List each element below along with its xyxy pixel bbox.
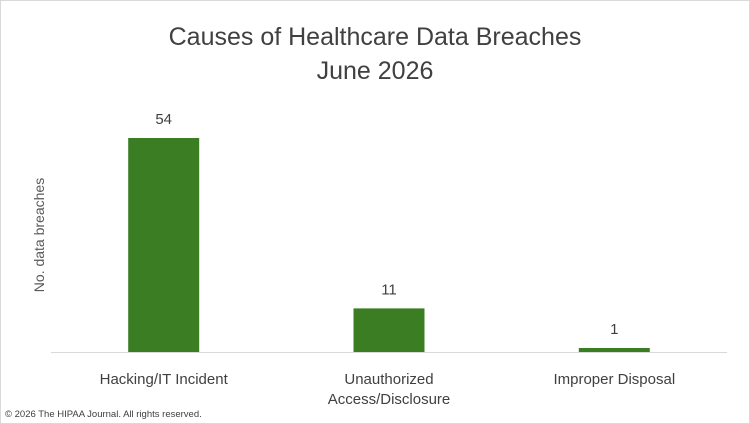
category-labels: Hacking/IT Incident Unauthorized Access/Di… xyxy=(100,371,676,408)
chart-title-line-1: Causes of Healthcare Data Breaches xyxy=(169,23,582,51)
y-axis-label: No. data breaches xyxy=(31,178,47,292)
data-label-3: 1 xyxy=(610,321,618,338)
category-label-2-line-1: Unauthorized xyxy=(344,371,433,388)
chart-title-line-2: June 2026 xyxy=(317,57,434,85)
category-label-3: Improper Disposal xyxy=(553,371,675,388)
bar-3 xyxy=(578,348,650,352)
bar-1 xyxy=(128,138,200,352)
copyright-notice: © 2026 The HIPAA Journal. All rights res… xyxy=(5,409,202,420)
chart-title: Causes of Healthcare Data Breaches June 2… xyxy=(169,23,582,85)
category-label-1: Hacking/IT Incident xyxy=(100,371,229,388)
data-label-1: 54 xyxy=(155,111,172,128)
bar-2 xyxy=(353,308,425,352)
bars xyxy=(128,138,650,352)
data-label-2: 11 xyxy=(381,281,397,298)
category-label-2-line-2: Access/Disclosure xyxy=(328,391,451,408)
